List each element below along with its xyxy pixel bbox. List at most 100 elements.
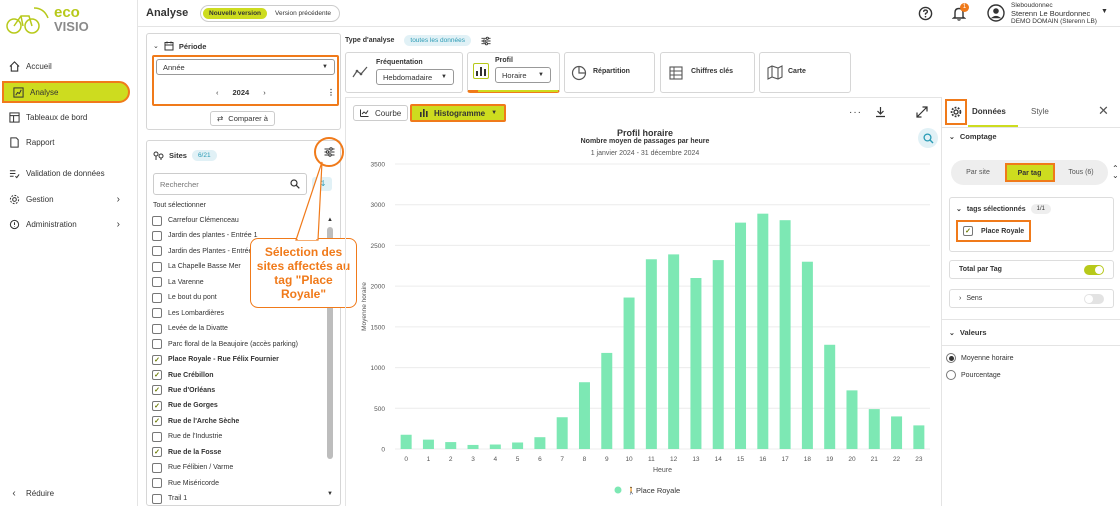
user-info[interactable]: Sleboudonnec Sterenn Le Bourdonnec DEMO … (1011, 2, 1097, 26)
compare-button[interactable]: ⇄ Comparer à (210, 111, 275, 126)
tag-item[interactable]: ✓ Place Royale (956, 220, 1032, 242)
site-checkbox[interactable] (152, 431, 162, 442)
radio-moyenne[interactable] (946, 353, 956, 363)
site-list-item[interactable]: Trail 1 (152, 492, 187, 505)
site-checkbox[interactable] (152, 308, 162, 319)
site-list-item[interactable]: Levée de la Divatte (152, 322, 228, 335)
par-tag-option[interactable]: Par tag (1004, 163, 1055, 182)
site-list-item[interactable]: ✓ Rue de l'Arche Sèche (152, 415, 239, 428)
scrollbar-thumb[interactable] (327, 227, 333, 459)
sites-search[interactable] (153, 173, 307, 195)
close-icon[interactable]: ✕ (1098, 103, 1109, 118)
site-checkbox[interactable]: ✓ (152, 354, 162, 365)
site-list-item[interactable]: ✓ Rue de la Fosse (152, 446, 221, 459)
nav-item-tableaux[interactable]: Tableaux de bord (0, 106, 138, 128)
site-list-item[interactable]: La Chapelle Basse Mer (152, 260, 241, 273)
site-list-item[interactable]: Le bout du pont (152, 291, 217, 304)
all-data-badge[interactable]: toutes les données (404, 35, 471, 46)
tab-courbe[interactable]: Courbe (353, 105, 409, 121)
site-checkbox[interactable] (152, 478, 162, 489)
bell-icon[interactable]: 1 (951, 3, 969, 23)
card-repartition[interactable]: Répartition (564, 52, 655, 93)
site-list-item[interactable]: Carrefour Clémenceau (152, 214, 239, 227)
site-checkbox[interactable]: ✓ (152, 416, 162, 427)
select-all-link[interactable]: Tout sélectionner (153, 202, 206, 209)
nav-item-analyse[interactable]: Analyse (2, 81, 130, 103)
site-checkbox[interactable] (152, 493, 162, 504)
tab-style[interactable]: Style (1031, 107, 1049, 116)
period-granularity-select[interactable]: Année ▼ (156, 59, 335, 75)
sens-toggle[interactable] (1084, 293, 1104, 304)
profil-select[interactable]: Horaire ▼ (495, 67, 551, 83)
site-list-item[interactable]: Rue Félibien / Varme (152, 461, 233, 474)
site-list-item[interactable]: Rue de l'Industrie (152, 430, 222, 443)
scroll-up-icon[interactable]: ▲ (327, 217, 333, 223)
site-list-item[interactable]: ✓ Rue de Gorges (152, 399, 218, 412)
site-checkbox[interactable]: ✓ (152, 400, 162, 411)
expand-icon[interactable] (916, 106, 928, 118)
site-checkbox[interactable] (152, 246, 162, 257)
tab-histogramme[interactable]: Histogramme ▼ (410, 104, 507, 122)
prev-year-icon[interactable]: ‹ (216, 88, 219, 97)
download-icon[interactable] (875, 106, 886, 118)
site-checkbox[interactable] (152, 261, 162, 272)
site-list-item[interactable]: Rue Miséricorde (152, 477, 219, 490)
site-checkbox[interactable] (152, 277, 162, 288)
site-checkbox[interactable]: ✓ (152, 385, 162, 396)
nav-item-accueil[interactable]: Accueil (0, 55, 138, 77)
card-frequentation[interactable]: Fréquentation Hebdomadaire ▼ (345, 52, 463, 93)
sites-search-input[interactable] (160, 179, 280, 189)
nav-item-validation[interactable]: Validation de données (0, 162, 138, 184)
settings-tab-button[interactable] (945, 99, 967, 125)
site-checkbox[interactable] (152, 462, 162, 473)
caret-down-icon[interactable]: ▼ (1101, 8, 1108, 15)
tags-header[interactable]: ⌄ tags sélectionnés 1/1 (956, 204, 1051, 214)
version-new-toggle[interactable]: Nouvelle version (203, 8, 268, 19)
period-header[interactable]: ⌄ Période (153, 41, 206, 51)
tag-checkbox[interactable]: ✓ (963, 226, 973, 236)
card-carte[interactable]: Carte (759, 52, 851, 93)
nav-item-gestion[interactable]: Gestion › (0, 188, 138, 210)
sort-icon[interactable]: ⇅ (312, 177, 332, 191)
site-checkbox[interactable] (152, 215, 162, 226)
scrollbar[interactable]: ▲ ▼ (327, 217, 333, 499)
card-chiffres[interactable]: Chiffres clés (660, 52, 755, 93)
card-profil[interactable]: Profil Horaire ▼ (467, 52, 560, 93)
site-checkbox[interactable] (152, 323, 162, 334)
site-list-item[interactable]: Jardin des plantes - Entrée 1 (152, 229, 258, 242)
more-vertical-icon[interactable]: ⋮ (327, 88, 335, 97)
settings-sliders-icon[interactable] (481, 36, 491, 46)
site-checkbox[interactable]: ✓ (152, 447, 162, 458)
tous-option[interactable]: Tous (6) (1068, 169, 1094, 176)
site-list-item[interactable]: ✓ Place Royale - Rue Félix Fournier (152, 353, 279, 366)
reduce-button[interactable]: ‹ Réduire (0, 482, 138, 504)
chevron-right-icon[interactable]: › (959, 295, 962, 302)
frequentation-select[interactable]: Hebdomadaire ▼ (376, 69, 454, 85)
help-icon[interactable] (918, 6, 933, 23)
site-checkbox[interactable] (152, 230, 162, 241)
par-site-option[interactable]: Par site (966, 169, 990, 176)
radio-moyenne-row[interactable]: Moyenne horaire (946, 353, 1014, 363)
zoom-button[interactable] (918, 128, 938, 148)
filter-button[interactable] (314, 137, 344, 167)
site-checkbox[interactable] (152, 292, 162, 303)
scroll-arrows-icon[interactable]: ⌃ ⌄ (1112, 164, 1119, 180)
site-list-item[interactable]: Parc floral de la Beaujoire (accès parki… (152, 338, 298, 351)
site-list-item[interactable]: La Varenne (152, 276, 204, 289)
tab-donnees[interactable]: Données (972, 107, 1006, 116)
version-prev-toggle[interactable]: Version précédente (275, 10, 332, 17)
search-icon[interactable] (290, 179, 300, 189)
site-list-item[interactable]: Jardin des Plantes - Entrée 2 (152, 245, 258, 258)
scroll-down-icon[interactable]: ▼ (327, 491, 333, 497)
site-checkbox[interactable] (152, 339, 162, 350)
valeurs-header[interactable]: ⌄ Valeurs (949, 328, 987, 337)
nav-item-rapport[interactable]: Rapport (0, 131, 138, 153)
nav-item-administration[interactable]: Administration › (0, 213, 138, 235)
next-year-icon[interactable]: › (263, 88, 266, 97)
avatar-icon[interactable] (987, 4, 1005, 24)
more-horizontal-icon[interactable]: ··· (849, 107, 862, 118)
total-par-tag-toggle[interactable] (1084, 264, 1104, 275)
site-list-item[interactable]: ✓ Rue Crébillon (152, 369, 214, 382)
site-list-item[interactable]: ✓ Rue d'Orléans (152, 384, 215, 397)
site-checkbox[interactable]: ✓ (152, 370, 162, 380)
